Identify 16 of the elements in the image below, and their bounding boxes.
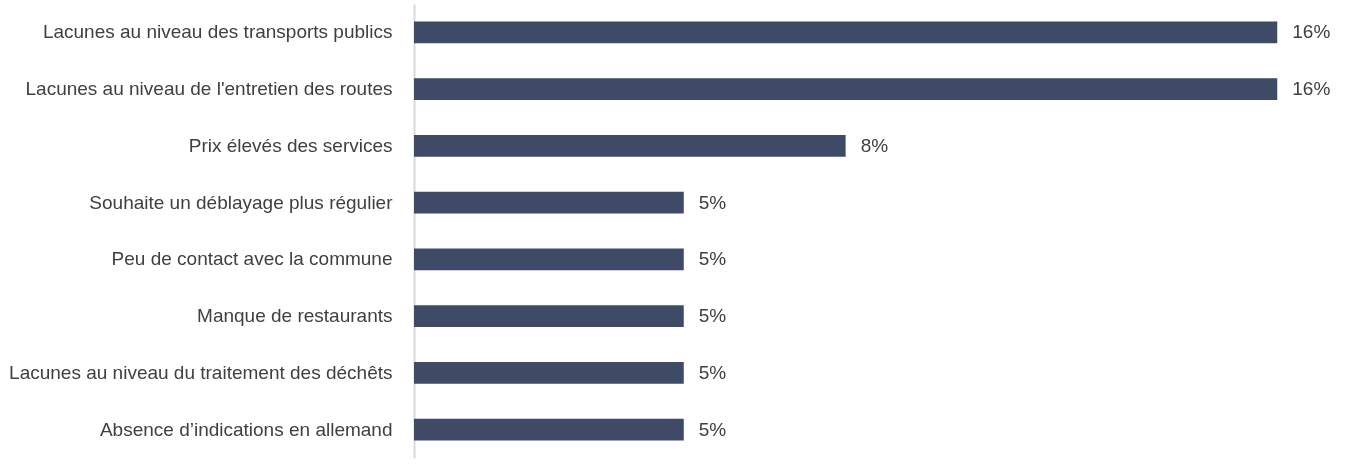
y-tick-label: Souhaite un déblayage plus régulier bbox=[89, 191, 394, 213]
y-tick-label: Lacunes au niveau des transports publics bbox=[42, 21, 393, 43]
data-label: 5% bbox=[698, 191, 727, 213]
data-label: 5% bbox=[698, 418, 727, 440]
y-tick-label: Lacunes au niveau de l'entretien des routes bbox=[25, 78, 393, 100]
y-tick-label: Manque de restaurants bbox=[197, 305, 393, 327]
y-tick-label: Prix élevés des services bbox=[188, 134, 393, 156]
data-label: 16% bbox=[1292, 21, 1331, 43]
y-tick-label: Lacunes au niveau du traitement des déchêts bbox=[9, 361, 393, 383]
data-label: 5% bbox=[698, 305, 727, 327]
data-label: 16% bbox=[1292, 78, 1331, 100]
data-label: 5% bbox=[698, 361, 727, 383]
y-tick-label: Peu de contact avec la commune bbox=[111, 248, 393, 270]
y-tick-label: Absence d’indications en allemand bbox=[99, 418, 393, 440]
data-label: 5% bbox=[698, 248, 727, 270]
data-label: 8% bbox=[860, 134, 889, 156]
